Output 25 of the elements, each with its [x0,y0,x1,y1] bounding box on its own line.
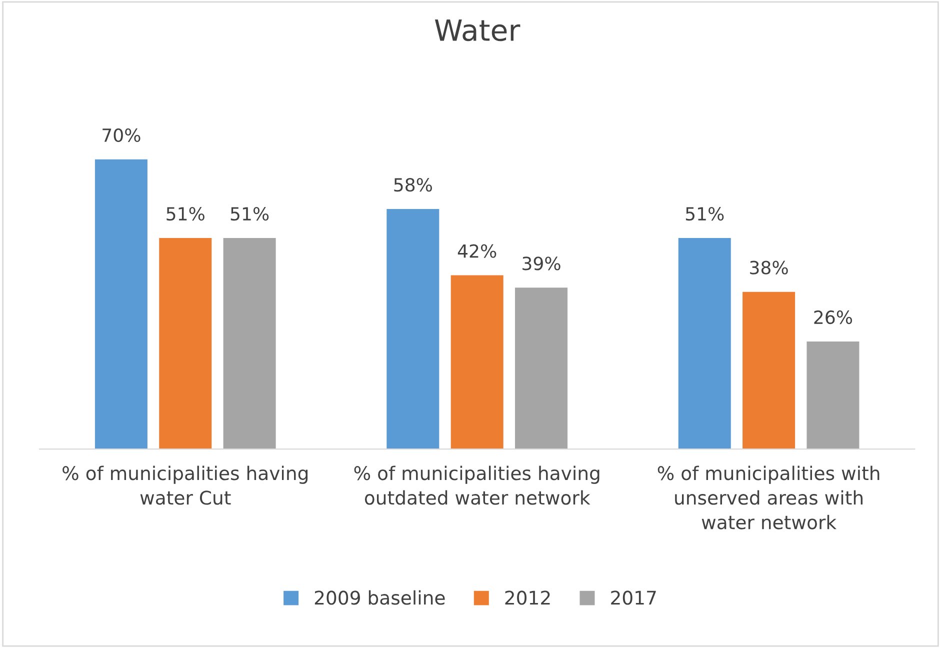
x-tick-label: % of municipalities having water Cut [62,466,308,505]
data-label: 51% [230,206,269,221]
data-label: 42% [458,244,496,258]
data-label: 39% [522,256,560,270]
data-label: 58% [394,178,432,192]
chart-title: Water [434,19,520,42]
bar [678,238,731,450]
bar [223,238,276,450]
legend-label: 2009 baseline [314,590,445,605]
bar [450,275,504,450]
legend-label: 2012 [505,590,550,605]
bar [94,159,148,450]
data-label: 70% [102,128,140,142]
bar [159,238,212,450]
data-label: 38% [750,260,788,274]
data-label: 26% [814,310,852,324]
data-label: 51% [686,206,724,221]
bar [386,209,440,450]
x-tick-label: % of municipalities having outdated water network [354,466,600,505]
x-tick-label: % of municipalities with unserved areas with water network [658,466,880,530]
legend-label: 2017 [611,590,656,605]
bar [806,341,860,450]
bar [742,292,796,450]
data-label: 51% [166,206,204,221]
bar [515,288,568,450]
